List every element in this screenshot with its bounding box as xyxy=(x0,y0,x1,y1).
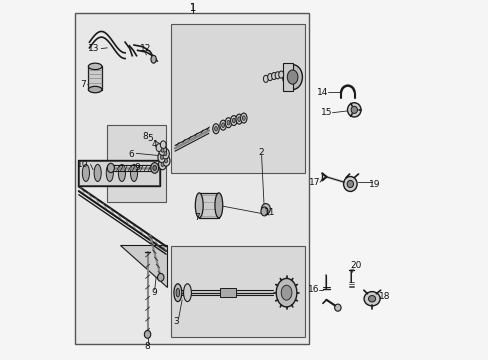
Ellipse shape xyxy=(278,71,283,78)
Text: 18: 18 xyxy=(378,292,389,301)
Text: 1: 1 xyxy=(189,3,196,13)
Ellipse shape xyxy=(161,148,169,159)
Ellipse shape xyxy=(237,117,240,121)
Text: 2: 2 xyxy=(258,148,264,157)
Ellipse shape xyxy=(162,156,170,166)
Ellipse shape xyxy=(158,152,165,163)
Ellipse shape xyxy=(281,285,291,300)
Text: 14: 14 xyxy=(316,87,327,96)
Text: 7: 7 xyxy=(194,213,200,222)
Ellipse shape xyxy=(82,165,89,181)
Bar xyxy=(219,288,235,297)
Bar xyxy=(75,13,308,345)
Ellipse shape xyxy=(275,72,280,79)
Ellipse shape xyxy=(282,64,302,90)
Ellipse shape xyxy=(225,118,231,128)
Bar xyxy=(171,246,305,337)
Ellipse shape xyxy=(346,180,353,188)
Text: 15: 15 xyxy=(321,108,332,117)
Ellipse shape xyxy=(271,72,276,80)
Text: 8: 8 xyxy=(144,342,150,351)
Text: 12: 12 xyxy=(140,44,151,53)
Bar xyxy=(78,160,160,186)
Text: 1: 1 xyxy=(189,3,196,13)
Ellipse shape xyxy=(161,162,163,167)
Polygon shape xyxy=(120,244,166,287)
Text: 9: 9 xyxy=(151,288,157,297)
Ellipse shape xyxy=(221,123,224,127)
Ellipse shape xyxy=(195,193,203,218)
Ellipse shape xyxy=(220,120,226,130)
Ellipse shape xyxy=(174,284,182,302)
Ellipse shape xyxy=(150,163,158,173)
Ellipse shape xyxy=(158,159,166,170)
Text: 5: 5 xyxy=(147,134,153,143)
Ellipse shape xyxy=(157,274,163,281)
Ellipse shape xyxy=(160,141,166,149)
Ellipse shape xyxy=(107,163,114,172)
Ellipse shape xyxy=(88,63,102,69)
Text: 16: 16 xyxy=(307,285,318,294)
Ellipse shape xyxy=(242,116,244,120)
Ellipse shape xyxy=(236,114,242,124)
Ellipse shape xyxy=(118,165,125,181)
Ellipse shape xyxy=(226,120,229,125)
Ellipse shape xyxy=(286,70,297,84)
Ellipse shape xyxy=(144,330,150,338)
Ellipse shape xyxy=(156,144,162,152)
Text: 20: 20 xyxy=(349,261,361,270)
Text: 8: 8 xyxy=(142,132,148,141)
Ellipse shape xyxy=(161,148,163,152)
Ellipse shape xyxy=(130,165,137,181)
Ellipse shape xyxy=(214,126,217,131)
Bar xyxy=(283,63,292,91)
Ellipse shape xyxy=(368,296,375,302)
Ellipse shape xyxy=(212,124,219,134)
Ellipse shape xyxy=(151,55,156,63)
Ellipse shape xyxy=(263,75,268,82)
Text: 7: 7 xyxy=(81,80,86,89)
Bar xyxy=(88,66,102,90)
Text: 13: 13 xyxy=(88,44,100,53)
Text: 4: 4 xyxy=(152,140,157,149)
Ellipse shape xyxy=(94,165,101,181)
Text: 17: 17 xyxy=(308,179,320,188)
Bar xyxy=(107,125,166,202)
Ellipse shape xyxy=(183,284,191,302)
Ellipse shape xyxy=(276,278,296,307)
Ellipse shape xyxy=(230,116,237,126)
Ellipse shape xyxy=(334,304,341,311)
Ellipse shape xyxy=(232,118,235,123)
Bar xyxy=(199,193,219,218)
Ellipse shape xyxy=(164,159,167,163)
Ellipse shape xyxy=(364,292,379,306)
Text: 10: 10 xyxy=(77,160,89,169)
Ellipse shape xyxy=(343,176,356,192)
Ellipse shape xyxy=(160,155,163,159)
Ellipse shape xyxy=(267,73,272,81)
Ellipse shape xyxy=(176,288,179,297)
Text: 19: 19 xyxy=(368,180,380,189)
Ellipse shape xyxy=(106,165,113,181)
Ellipse shape xyxy=(261,204,270,214)
Ellipse shape xyxy=(163,152,166,156)
Ellipse shape xyxy=(215,193,223,218)
Text: 3: 3 xyxy=(173,317,179,326)
Ellipse shape xyxy=(153,166,156,170)
Text: 11: 11 xyxy=(264,208,275,217)
Bar xyxy=(171,24,305,173)
Ellipse shape xyxy=(88,86,102,93)
Bar xyxy=(79,161,158,185)
Text: 9: 9 xyxy=(134,163,140,172)
Ellipse shape xyxy=(350,106,357,113)
Ellipse shape xyxy=(347,103,360,117)
Ellipse shape xyxy=(240,113,246,123)
Ellipse shape xyxy=(261,207,267,216)
Text: 6: 6 xyxy=(128,150,134,159)
Ellipse shape xyxy=(158,145,166,156)
